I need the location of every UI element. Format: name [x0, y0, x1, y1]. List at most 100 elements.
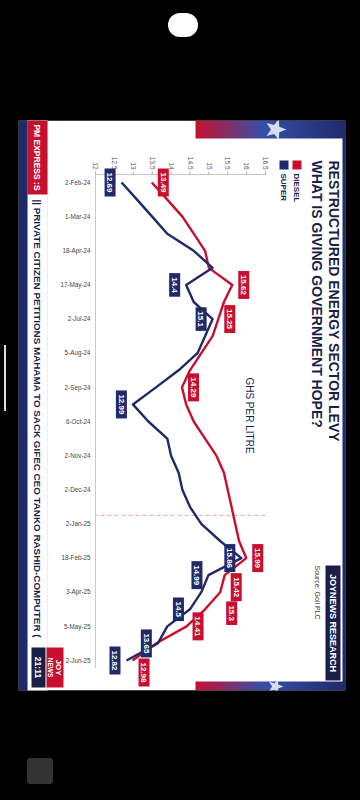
- ticker-bar: [27, 120, 47, 690]
- ticker-label-box: [27, 120, 47, 194]
- logo-bottom: NEWS: [47, 657, 54, 677]
- data-label-box: [230, 573, 241, 601]
- time: 21:11: [33, 656, 43, 678]
- legend-swatch: [292, 160, 301, 169]
- y-tick-label: 13: [129, 162, 136, 170]
- data-label-box: [140, 629, 151, 657]
- x-axis-line: [95, 174, 96, 668]
- x-tick-label: 1-Mar-24: [64, 212, 90, 219]
- data-label-box: [115, 390, 126, 418]
- y-tick-label: 16: [243, 162, 250, 170]
- data-label-box: [109, 646, 120, 674]
- data-label-box: [169, 273, 180, 297]
- data-label: 15.1: [196, 311, 205, 327]
- plot-group: [121, 182, 246, 660]
- y-tick-label: 16.5: [262, 156, 269, 169]
- data-label: 15.42: [231, 577, 240, 598]
- ticker-text: || PRIVATE CITIZEN PETITIONS MAHAMA TO S…: [32, 199, 42, 637]
- data-label-box: [238, 270, 249, 298]
- x-tick-label: 5-May-25: [63, 622, 90, 630]
- axis-title: GHS PER LITRE: [243, 377, 254, 453]
- data-label: 13.65: [141, 633, 150, 654]
- badge-box: [325, 565, 340, 680]
- ticker-bottom: [18, 120, 27, 690]
- y-tick: [227, 171, 228, 174]
- data-label: 15.3: [226, 605, 235, 621]
- data-label: 12.99: [116, 394, 125, 415]
- y-tick-label: 14: [167, 162, 174, 170]
- chart-svg: RESTRUCTURED ENERGY SECTOR LEVYWHAT IS G…: [18, 120, 345, 690]
- data-label-box: [252, 544, 263, 572]
- data-label-box: [191, 561, 202, 589]
- data-label-box: [195, 307, 206, 331]
- legend-label: SUPER: [278, 173, 287, 201]
- data-label: 14.29: [188, 377, 197, 398]
- x-tick-label: 5-Aug-24: [64, 349, 90, 357]
- x-tick-label: 2-Jan-25: [65, 520, 90, 527]
- side-strip: [195, 120, 345, 138]
- logo-box: [46, 647, 63, 687]
- y-tick-label: 12: [92, 162, 99, 170]
- legend-swatch: [279, 160, 288, 169]
- data-label: 12.82: [110, 650, 119, 671]
- background: [18, 120, 345, 690]
- side-line: [4, 345, 6, 411]
- x-tick-label: 17-May-24: [60, 281, 91, 289]
- x-tick-label: 3-Apr-25: [66, 588, 91, 596]
- data-label: 15.86: [225, 548, 234, 569]
- data-label: 12.98: [139, 662, 148, 683]
- logo-top: JOY: [53, 659, 62, 676]
- data-label-box: [224, 544, 235, 572]
- y-tick: [151, 171, 152, 174]
- data-label-box: [224, 305, 235, 333]
- badge: JOYNEWS RESEARCH: [327, 573, 337, 671]
- data-label: 14.5: [173, 601, 182, 617]
- data-label: 15.25: [225, 309, 234, 330]
- y-tick: [95, 171, 96, 174]
- x-tick-label: 2-Feb-24: [64, 178, 90, 185]
- y-tick: [170, 171, 171, 174]
- legend-label: DIESEL: [291, 173, 300, 202]
- camera-pill: [168, 13, 198, 37]
- data-label-box: [172, 597, 183, 621]
- data-label: 14.4: [169, 277, 178, 293]
- x-tick-label: 2-Nov-24: [64, 451, 90, 458]
- data-label-box: [192, 612, 203, 640]
- title: RESTRUCTURED ENERGY SECTOR LEVY: [325, 160, 341, 442]
- y-tick-label: 15: [205, 162, 212, 170]
- data-label: 13.49: [158, 172, 167, 193]
- x-tick-label: 18-Apr-24: [62, 246, 90, 254]
- source: Source: Goil PLC: [313, 565, 320, 619]
- y-tick: [132, 171, 133, 174]
- y-tick-label: 14.5: [186, 156, 193, 169]
- ticker-label: PM EXPRESS :S: [32, 124, 42, 190]
- data-label-box: [104, 168, 115, 196]
- star: [269, 678, 284, 690]
- subtitle: WHAT IS GIVING GOVERNMENT HOPE?: [308, 160, 324, 427]
- star: [266, 120, 286, 140]
- y-tick-label: 15.5: [224, 156, 231, 169]
- data-label: 14.41: [193, 616, 202, 637]
- data-label: 15.99: [253, 548, 262, 569]
- data-label: 12.69: [105, 172, 114, 193]
- y-tick-label: 12.5: [111, 156, 118, 169]
- fullscreen-button[interactable]: [27, 758, 53, 784]
- y-tick: [246, 171, 247, 174]
- data-label-box: [188, 373, 199, 401]
- top-band: [342, 120, 345, 690]
- x-tick-label: 2-Jul-24: [67, 315, 90, 322]
- data-label: 15.62: [239, 274, 248, 295]
- x-tick-label: 6-Oct-24: [66, 417, 91, 424]
- x-tick-label: 2-Jun-25: [65, 656, 90, 663]
- data-label-box: [226, 601, 237, 625]
- y-tick: [265, 171, 266, 174]
- series-line: [121, 182, 241, 660]
- broadcast-frame: RESTRUCTURED ENERGY SECTOR LEVYWHAT IS G…: [18, 120, 345, 690]
- y-tick: [189, 171, 190, 174]
- x-tick-label: 2-Dec-24: [64, 485, 90, 492]
- data-label-box: [157, 168, 168, 196]
- y-tick: [208, 171, 209, 174]
- period-divider: [95, 514, 265, 515]
- y-tick-label: 13.5: [148, 156, 155, 169]
- x-tick-label: 18-Feb-25: [61, 554, 91, 561]
